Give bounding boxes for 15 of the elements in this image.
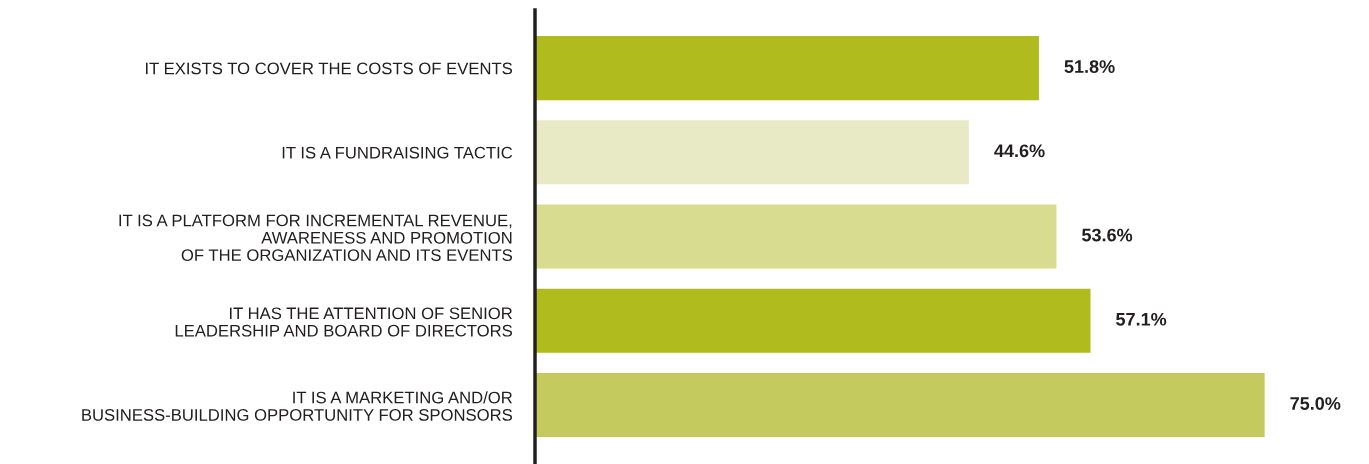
bar	[535, 373, 1265, 438]
data-label: 57.1%	[1116, 312, 1167, 326]
data-label: 53.6%	[1082, 228, 1133, 242]
bar	[535, 36, 1039, 101]
y-tick-label: IT HAS THE ATTENTION OF SENIOR LEADERSHIP AND BOARD OF DIRECTORS	[175, 307, 513, 337]
data-label: 44.6%	[994, 144, 1045, 158]
bar	[535, 288, 1091, 353]
data-label: 75.0%	[1290, 397, 1341, 410]
y-tick-label: IT IS A FUNDRAISING TACTIC	[282, 146, 513, 159]
y-tick-label: IT EXISTS TO COVER THE COSTS OF EVENTS	[145, 62, 513, 75]
y-tick-label: IT IS A PLATFORM FOR INCREMENTAL REVENUE, AWARENESS AND PROMOTION OF THE ORGANIZATION AND ITS EVENTS	[119, 214, 513, 262]
bar	[535, 120, 969, 185]
bar	[535, 204, 1057, 269]
data-label: 51.8%	[1064, 60, 1115, 73]
y-tick-label: IT IS A MARKETING AND/OR BUSINESS-BUILDING OPPORTUNITY FOR SPONSORS	[82, 391, 513, 421]
